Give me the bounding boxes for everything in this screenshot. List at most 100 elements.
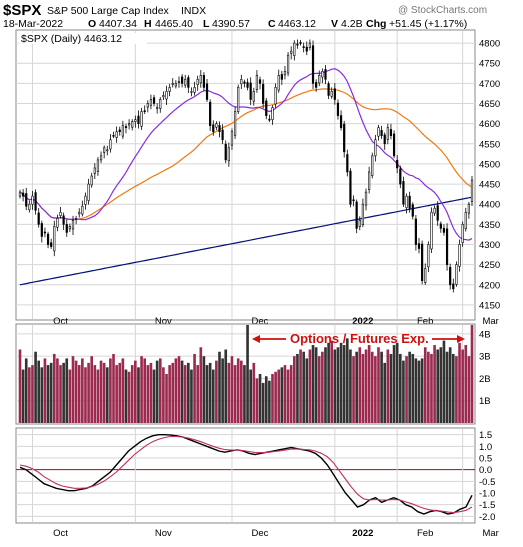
- candle-body: [336, 102, 340, 116]
- volume-bar: [461, 349, 464, 423]
- candle-body: [115, 131, 118, 138]
- volume-bar: [451, 353, 455, 423]
- candle-body: [364, 191, 368, 206]
- price-tick-label: 4450: [479, 180, 500, 191]
- candle-body: [330, 91, 333, 97]
- volume-bar: [68, 369, 72, 423]
- index-name-label: S&P 500 Large Cap Index: [47, 5, 170, 17]
- candle-body: [299, 42, 302, 44]
- volume-bar: [280, 367, 284, 423]
- candle-body: [296, 43, 299, 46]
- volume-bar: [374, 356, 377, 423]
- candle-body: [430, 211, 433, 250]
- volume-bar: [455, 356, 458, 423]
- candle-body: [333, 88, 336, 100]
- volume-bar: [193, 353, 196, 423]
- candle-body: [324, 69, 327, 80]
- candle-body: [408, 195, 411, 209]
- price-panel: 4150 4200 4250 4300 4350 4400 4450 4500 4550 4600…: [15, 29, 500, 327]
- volume-bar: [52, 353, 56, 423]
- volume-bar: [146, 365, 150, 423]
- candle-body: [380, 130, 383, 137]
- watermark: @ StockCharts.com: [398, 5, 487, 16]
- volume-bar: [339, 342, 343, 423]
- volume-bar: [283, 365, 287, 423]
- price-tick-label: 4800: [479, 39, 500, 50]
- candle-body: [81, 205, 84, 215]
- price-tick-label: 4350: [479, 220, 500, 231]
- price-legend: $SPX (Daily) 4463.12: [21, 33, 122, 45]
- volume-bar: [380, 351, 383, 423]
- volume-bar: [361, 353, 365, 423]
- candle-body: [252, 91, 255, 102]
- volume-bar: [261, 382, 265, 423]
- volume-bar: [155, 360, 159, 423]
- candle-body: [277, 75, 280, 91]
- volume-bar: [317, 356, 321, 423]
- volume-bar: [187, 362, 190, 423]
- candle-body: [290, 50, 293, 54]
- candle-body: [205, 83, 209, 100]
- candle-body: [84, 195, 87, 205]
- volume-bar: [99, 360, 103, 423]
- candle-body: [62, 215, 65, 225]
- price-x-tick-label: Mar: [482, 316, 498, 327]
- candle-body: [452, 283, 455, 290]
- macd-line: [19, 434, 473, 515]
- change-value: +51.45 (+1.17%): [389, 18, 467, 30]
- candle-body: [22, 192, 25, 197]
- candle-body: [315, 82, 318, 88]
- candle-body: [389, 129, 393, 137]
- volume-bar: [286, 369, 290, 423]
- volume-bar: [87, 362, 90, 423]
- candle-body: [177, 81, 181, 83]
- volume-bar: [289, 365, 293, 423]
- low-label: L: [203, 18, 210, 30]
- candle-body: [34, 192, 37, 211]
- candle-body: [159, 99, 162, 109]
- close-value: 4463.12: [278, 18, 316, 30]
- volume-bar: [43, 358, 47, 423]
- volume-bar: [277, 369, 281, 423]
- open-label: O: [88, 18, 96, 30]
- candle-body: [464, 211, 467, 230]
- candle-body: [427, 244, 430, 268]
- candle-body: [162, 95, 165, 98]
- change-label: Chg: [366, 18, 386, 30]
- volume-bar: [46, 365, 50, 423]
- volume-bar: [233, 365, 237, 423]
- volume-bar: [137, 367, 140, 423]
- macd-panel: 1.51.00.50.0-0.5-1.0-1.5-2.0 Oct Nov Dec 20…: [15, 427, 499, 539]
- volume-bar: [458, 342, 461, 423]
- volume-bar: [439, 347, 443, 423]
- candle-body: [31, 195, 34, 205]
- candle-body: [187, 77, 190, 88]
- candle-body: [43, 231, 47, 234]
- candle-body: [374, 139, 377, 157]
- volume-bar: [140, 356, 143, 423]
- volume-bar: [74, 360, 78, 423]
- macd-x-tick-label: Oct: [53, 528, 68, 539]
- volume-bar: [405, 356, 408, 423]
- macd-x-tick-label: Feb: [417, 528, 433, 539]
- candle-body: [346, 154, 349, 173]
- high-value: 4465.40: [155, 18, 193, 30]
- volume-bar: [71, 356, 75, 423]
- volume-bar: [367, 345, 371, 423]
- candle-body: [442, 228, 446, 233]
- volume-bar: [199, 347, 203, 423]
- volume-bar: [130, 365, 134, 423]
- volume-bar: [308, 349, 312, 423]
- candle-body: [137, 115, 140, 124]
- volume-bar: [215, 360, 218, 423]
- candle-body: [283, 70, 287, 76]
- candle-body: [258, 79, 262, 84]
- candle-body: [171, 83, 174, 85]
- candle-body: [343, 123, 346, 153]
- candle-body: [230, 131, 234, 146]
- volume-bar: [330, 340, 334, 423]
- candle-body: [436, 205, 439, 221]
- volume-bar: [208, 362, 212, 423]
- macd-tick-label: -2.0: [479, 512, 495, 523]
- candle-body: [99, 155, 103, 161]
